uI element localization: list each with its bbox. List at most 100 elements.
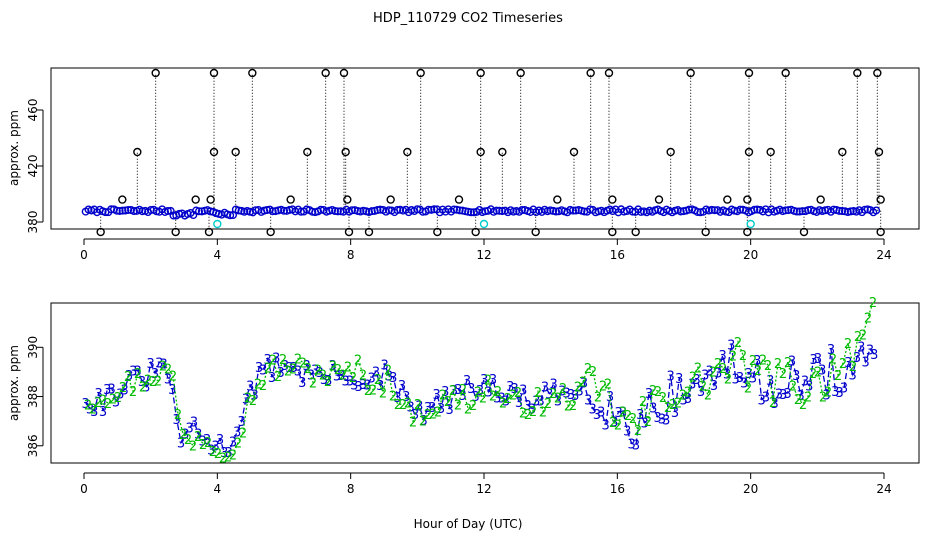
series-3-point-label: 3	[697, 385, 705, 400]
series-3-point-label: 3	[441, 385, 449, 400]
series-2-point-label: 2	[259, 379, 267, 394]
mid-outlier-point	[209, 147, 219, 157]
series-2-point-label: 2	[579, 376, 587, 391]
baseline-point	[736, 205, 745, 214]
baseline-point	[112, 206, 121, 215]
series-3-point-label: 3	[181, 428, 189, 443]
low-outlier-point	[799, 227, 809, 237]
series-3-point-label: 3	[541, 381, 549, 396]
series-3-point-label: 3	[528, 402, 536, 417]
baseline-point	[492, 206, 501, 215]
mid-outlier-point	[744, 147, 754, 157]
series-3-point-label: 3	[866, 343, 874, 358]
series-3-point-label: 3	[337, 369, 345, 384]
top-y-tick-label: 460	[26, 99, 40, 122]
series-2-point-label: 2	[839, 357, 847, 372]
series-2-point-label: 2	[389, 389, 397, 404]
bottom-x-tick-label: 8	[347, 482, 355, 496]
series-2-point-label: 2	[189, 440, 197, 455]
series-2-point-label: 2	[729, 349, 737, 364]
series-2-point-label: 2	[139, 381, 147, 396]
series-3-point-label: 3	[463, 374, 471, 389]
series-3-point-label: 3	[173, 413, 181, 428]
series-3-point-label: 3	[177, 437, 185, 452]
series-3-point-label: 3	[389, 371, 397, 386]
series-2-point-label: 2	[99, 394, 107, 409]
series-2-point-label: 2	[214, 447, 222, 462]
series-2-point-label: 2	[209, 445, 217, 460]
mid-outlier-point	[874, 147, 884, 157]
series-3-point-label: 3	[831, 385, 839, 400]
series-3-point-label: 3	[298, 376, 306, 391]
series-2-point-label: 2	[554, 391, 562, 406]
series-2-point-label: 2	[684, 385, 692, 400]
series-3-point-label: 3	[238, 415, 246, 430]
series-2-point-label: 2	[334, 363, 342, 378]
series-2-point-label: 2	[134, 367, 142, 382]
series-3-point-label: 3	[290, 361, 298, 376]
series-3-point-label: 3	[511, 382, 519, 397]
series-3-point-label: 3	[467, 382, 475, 397]
series-2-point-label: 2	[864, 312, 872, 327]
series-3-point-label: 3	[632, 439, 640, 454]
series-3-point-label: 3	[589, 402, 597, 417]
high-outlier-point	[853, 68, 862, 78]
top-axes: 0 4 8 12 16 20 24 380 420 460	[26, 99, 892, 262]
near-outlier-point	[191, 195, 200, 204]
series-2-point-label: 2	[819, 390, 827, 405]
baseline-point	[163, 206, 172, 215]
series-3-point-label: 3	[476, 384, 484, 399]
mid-outlier-point	[476, 147, 485, 157]
series-2-point-label: 2	[604, 378, 612, 393]
series-2-point-label: 2	[809, 367, 817, 382]
series-3-point-label: 3	[693, 373, 701, 388]
high-outlier-point	[516, 68, 525, 78]
series-3-point-label: 3	[398, 379, 406, 394]
low-outlier-point	[876, 227, 885, 237]
series-2-point-label: 2	[84, 399, 92, 414]
series-2-point-label: 2	[474, 385, 482, 400]
low-outlier-point	[96, 227, 105, 237]
series-2-point-label: 2	[784, 356, 792, 371]
series-2-point-label: 2	[834, 369, 842, 384]
series-2-point-label: 2	[489, 390, 497, 405]
series-3-point-label: 3	[701, 369, 709, 384]
series-2-point-label: 2	[244, 392, 252, 407]
series-3-point-label: 3	[255, 361, 263, 376]
series-3-point-label: 3	[212, 440, 220, 455]
series-2-point-label: 2	[694, 361, 702, 376]
series-2-point-label: 2	[434, 405, 442, 420]
series-3-point-label: 3	[740, 376, 748, 391]
series-3-point-label: 3	[164, 372, 172, 387]
series-3-point-label: 3	[545, 387, 553, 402]
flagged-point	[213, 219, 222, 229]
baseline-point	[872, 206, 881, 215]
series-2-point-label: 2	[494, 385, 502, 400]
series-3-point-label: 3	[671, 406, 679, 421]
near-outlier-point	[286, 195, 295, 204]
series-3-point-label: 3	[658, 413, 666, 428]
series-2-point-label: 2	[144, 373, 152, 388]
series-2-point-label: 2	[574, 381, 582, 396]
mid-outlier-point	[341, 147, 350, 157]
series-2-point-label: 2	[759, 354, 767, 369]
top-plot-frame	[50, 67, 920, 230]
series-2-point-label: 2	[859, 329, 867, 344]
bottom-y-tick-label: 388	[26, 385, 40, 408]
series-3-point-label: 3	[368, 372, 376, 387]
series-3-point-label: 3	[112, 395, 120, 410]
series-3-point-label: 3	[818, 363, 826, 378]
series-3-point-label: 3	[199, 434, 207, 449]
bottom-x-tick-label: 12	[476, 482, 491, 496]
series-2-point-label: 2	[619, 405, 627, 420]
low-outlier-point	[266, 227, 275, 237]
series-2-point-label: 2	[159, 359, 167, 374]
series-2-point-label: 2	[314, 363, 322, 378]
near-outlier-point	[743, 195, 752, 204]
series-3-point-label: 3	[779, 388, 787, 403]
near-outlier-point	[386, 195, 395, 204]
series-2-line	[87, 301, 874, 458]
series-3-point-label: 3	[706, 365, 714, 380]
series-3-point-label: 3	[264, 353, 272, 368]
bottom-y-axis-label: approx. ppm	[7, 345, 21, 421]
